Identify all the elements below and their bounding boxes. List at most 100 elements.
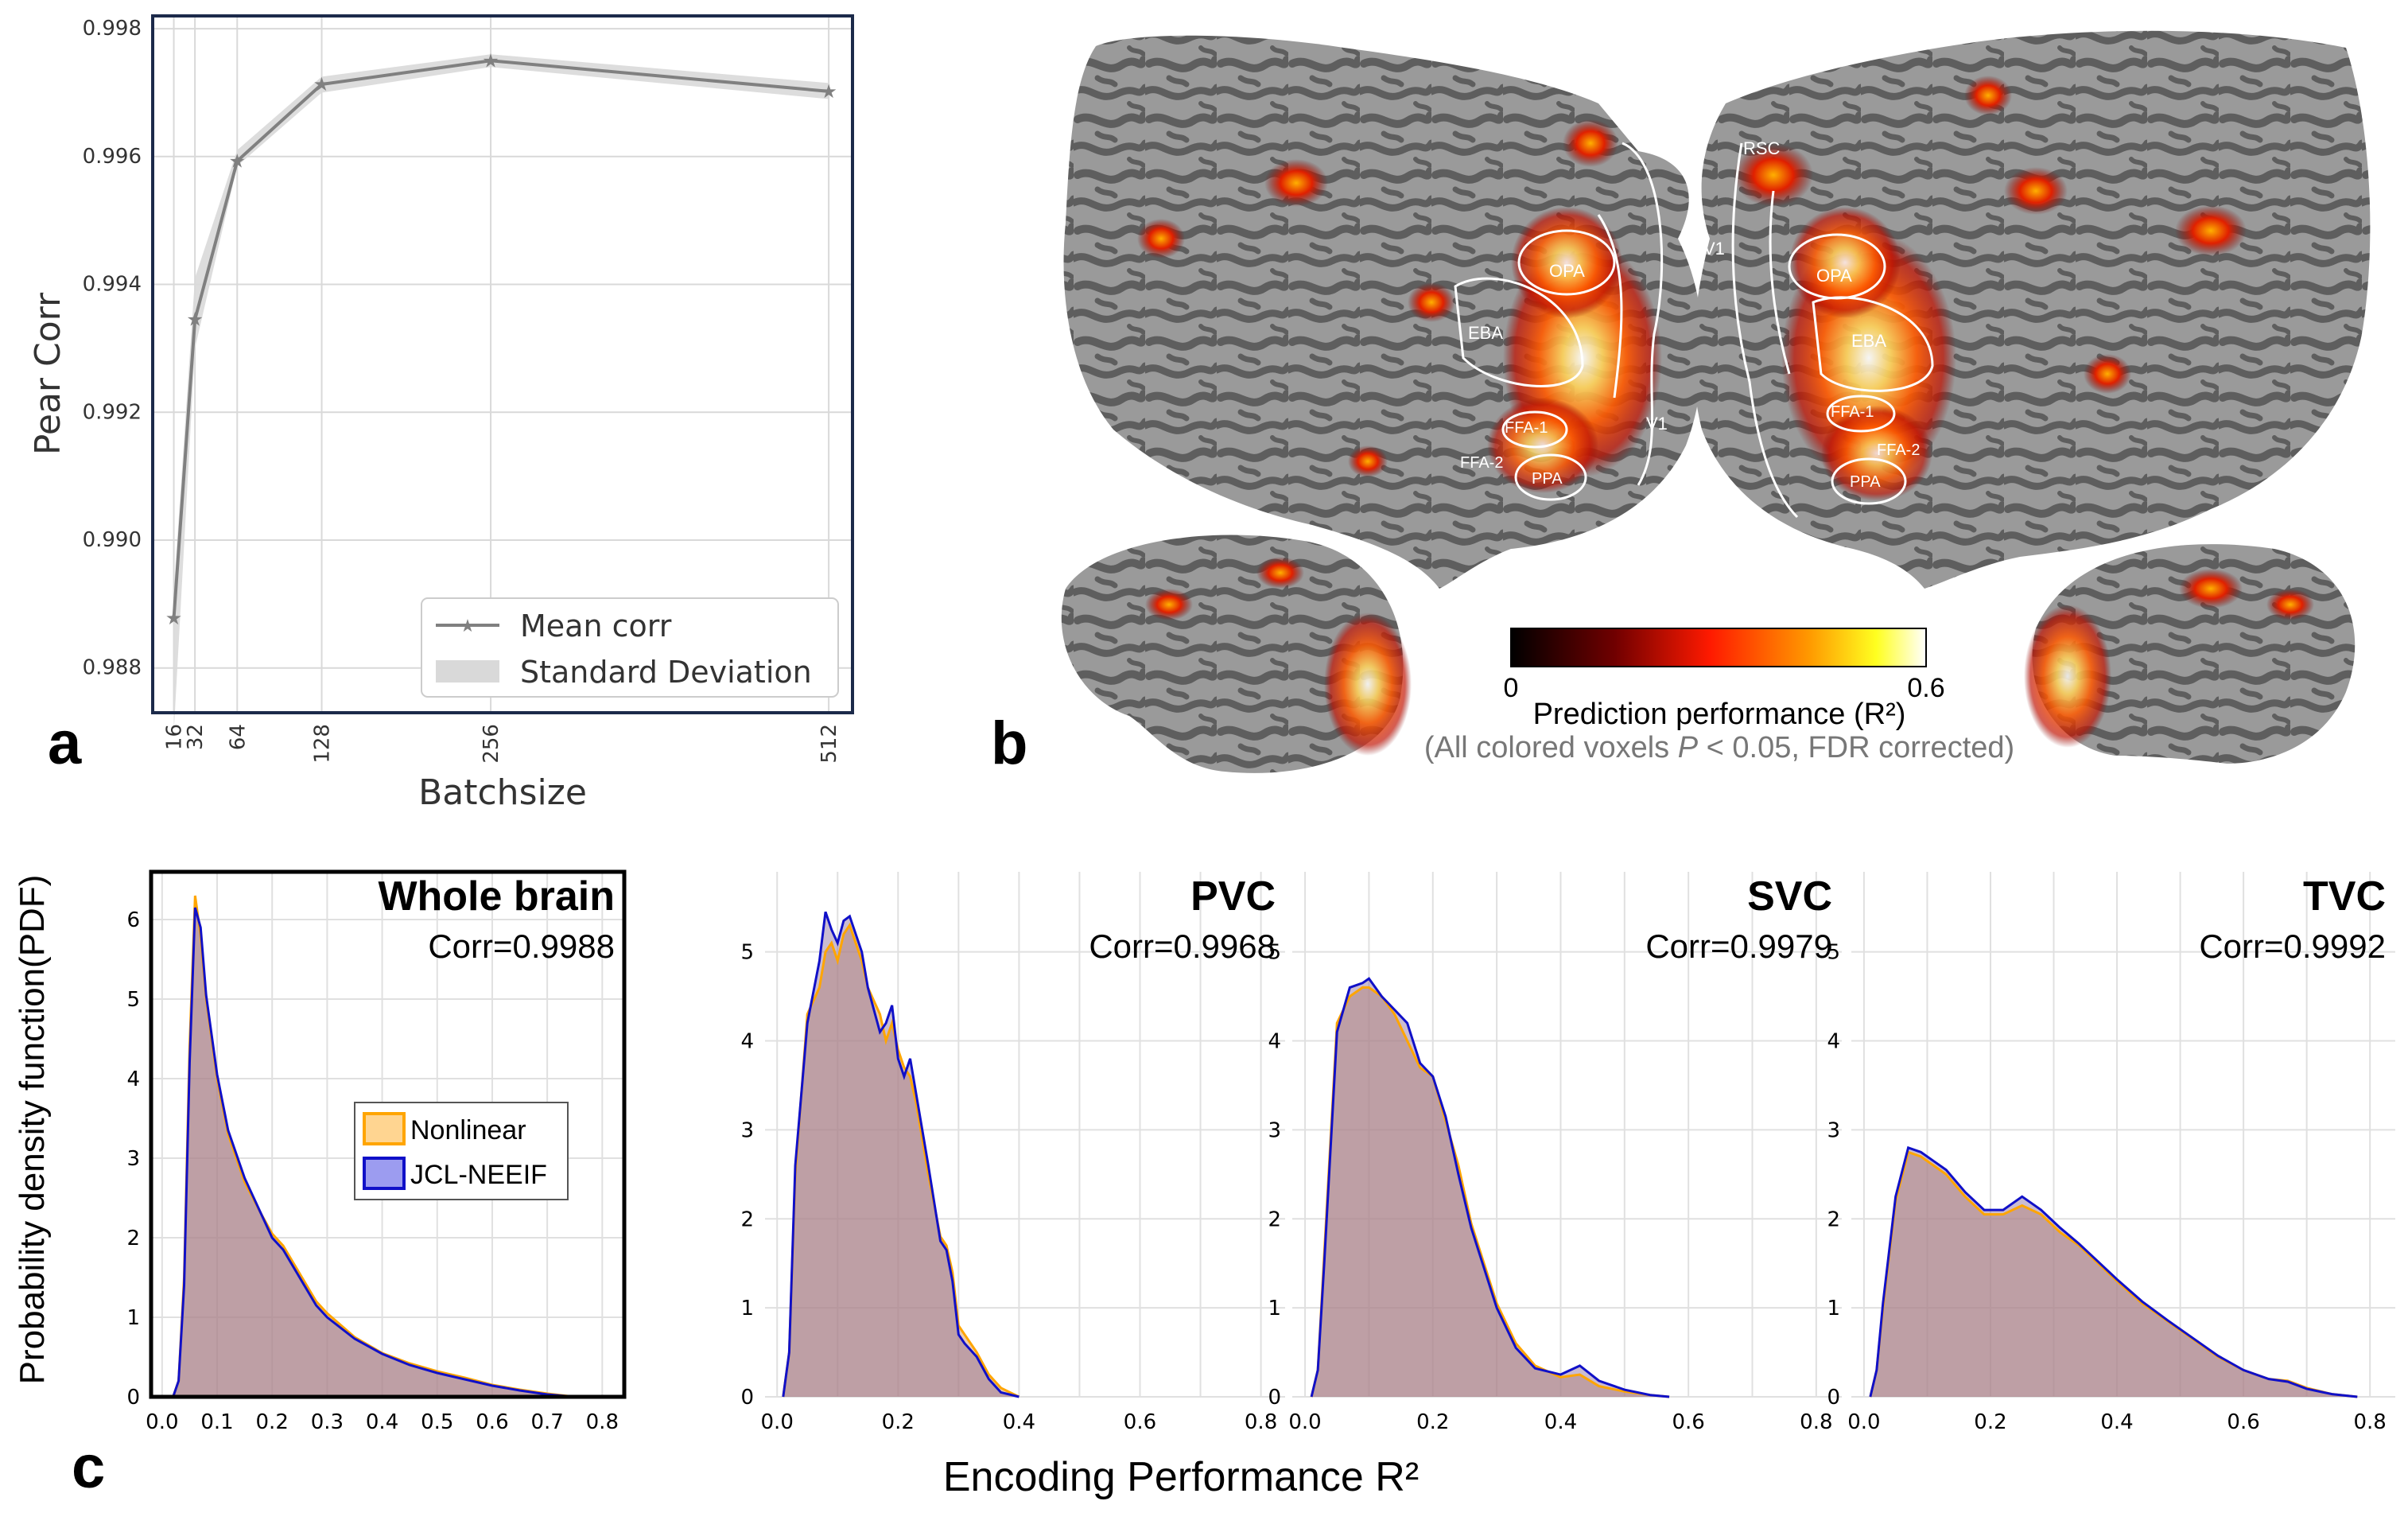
right-ppa-outline: [1831, 457, 1907, 505]
y-tick-label: 0.988: [83, 656, 142, 680]
x-tick-label: 256: [480, 724, 503, 764]
colorbar-min-label: 0: [1504, 673, 1519, 703]
y-tick-label: 2: [1268, 1208, 1281, 1231]
y-tick-label: 3: [1827, 1118, 1840, 1142]
y-tick-label: 0: [1827, 1386, 1840, 1410]
mean-corr-point: ★: [165, 608, 183, 629]
density-area-jcl-neeif: [173, 908, 575, 1397]
y-tick-label: 0: [1268, 1386, 1281, 1410]
y-tick-label: 4: [1268, 1030, 1281, 1054]
y-tick-label: 2: [740, 1208, 754, 1231]
corr-label: Corr=0.9988: [428, 928, 615, 965]
panel-title: Whole brain: [378, 873, 615, 920]
legend-jcl-neeif: JCL-NEEIF: [410, 1160, 547, 1190]
right-roi-opa: OPA: [1816, 266, 1852, 286]
corr-label: Corr=0.9979: [1645, 928, 1832, 965]
left-ppa-outline: [1514, 453, 1587, 501]
right-roi-eba: EBA: [1851, 331, 1886, 351]
x-tick-label: 128: [311, 724, 335, 764]
panel-a-frame: [151, 14, 854, 714]
left-lateral-activation: [1324, 612, 1412, 756]
x-tick-label: 0.6: [1124, 1410, 1156, 1434]
legend-nonlinear-swatch: [363, 1112, 406, 1145]
left-roi-v1: V1: [1646, 414, 1668, 434]
colorbar-max-label: 0.6: [1907, 673, 1944, 703]
density-line-jcl-neeif: [172, 907, 575, 1398]
density-line-nonlinear: [782, 922, 1020, 1398]
density-area-nonlinear: [1311, 987, 1670, 1397]
x-tick-label: 0.8: [1800, 1410, 1832, 1434]
x-tick-label: 0.0: [146, 1410, 178, 1434]
density-area-jcl-neeif: [1311, 978, 1670, 1397]
y-tick-label: 3: [1268, 1118, 1281, 1142]
x-tick-label: 0.2: [1416, 1410, 1449, 1434]
panel-a-grid: [153, 16, 853, 713]
x-tick-label: 0.3: [311, 1410, 344, 1434]
x-tick-label: 0.0: [761, 1410, 794, 1434]
right-roi-rsc: RSC: [1743, 138, 1781, 158]
panel-c-x-label: Encoding Performance R²: [943, 1454, 1419, 1500]
panel-title: PVC: [1190, 873, 1276, 920]
y-tick-label: 5: [1268, 941, 1281, 965]
y-tick-label: 2: [126, 1227, 140, 1250]
mean-corr-point: ★: [313, 74, 331, 95]
right-activation-spot: [2004, 167, 2068, 215]
legend-jcl-swatch: [363, 1157, 406, 1190]
x-tick-label: 0.6: [476, 1410, 508, 1434]
x-tick-label: 0.4: [1544, 1410, 1577, 1434]
right-activation-spot: [2084, 354, 2131, 394]
x-tick-label: 0.4: [2100, 1410, 2133, 1434]
right-roi-v1: V1: [1703, 239, 1725, 259]
y-tick-label: 0.994: [83, 273, 142, 297]
x-tick-label: 0.8: [1245, 1410, 1277, 1434]
y-tick-label: 4: [1827, 1030, 1840, 1054]
panel-title: TVC: [2303, 873, 2386, 920]
x-tick-label: 0.1: [200, 1410, 233, 1434]
y-tick-label: 5: [740, 941, 754, 965]
x-tick-label: 0.8: [586, 1410, 619, 1434]
y-tick-label: 1: [1268, 1297, 1281, 1320]
y-tick-label: 0.990: [83, 528, 142, 552]
left-roi-eba: EBA: [1468, 323, 1503, 343]
x-tick-label: 0.8: [2354, 1410, 2387, 1434]
density-line-jcl-neeif: [782, 911, 1020, 1398]
x-tick-label: 0.2: [1974, 1410, 2006, 1434]
x-tick-label: 0.4: [1003, 1410, 1035, 1434]
mean-corr-point: ★: [229, 150, 247, 172]
panel-b: RSC OPA EBA FFA-1 FFA-2 PPA V1 RSC: [991, 30, 2371, 777]
right-lateral-activation: [2024, 605, 2111, 748]
x-tick-label: 16: [163, 724, 187, 750]
mean-corr-point: ★: [482, 50, 499, 72]
y-tick-label: 1: [126, 1306, 140, 1330]
x-tick-label: 0.6: [2227, 1410, 2259, 1434]
y-tick-label: 3: [740, 1118, 754, 1142]
right-roi-ffa2: FFA-2: [1877, 441, 1920, 459]
y-tick-label: 0.992: [83, 400, 142, 424]
x-tick-label: 64: [226, 724, 250, 750]
y-tick-label: 0: [740, 1386, 754, 1410]
y-tick-label: 0: [126, 1386, 140, 1410]
y-tick-label: 4: [740, 1030, 754, 1054]
panel-title: SVC: [1747, 873, 1832, 920]
left-v2-boundary: [1597, 214, 1623, 399]
panel-c-legend: Nonlinear JCL-NEEIF: [354, 1102, 569, 1200]
left-lateral-spot: [1145, 589, 1193, 620]
right-lateral-spot: [2179, 569, 2243, 609]
right-lateral-spot: [2266, 589, 2314, 620]
legend-std-dev: Standard Deviation: [520, 655, 812, 690]
y-tick-label: 2: [1827, 1208, 1840, 1231]
left-activation-spot: [1563, 119, 1618, 167]
y-tick-label: 4: [126, 1068, 140, 1091]
y-tick-label: 0.998: [83, 17, 142, 41]
y-tick-label: 5: [1827, 941, 1840, 965]
right-flatmap: RSC OPA EBA FFA-1 FFA-2 PPA V1: [1693, 30, 2371, 589]
left-activation-spot: [1408, 282, 1455, 322]
left-lateral-spot: [1256, 557, 1304, 589]
colorbar-title: Prediction performance (R²): [1533, 698, 1906, 731]
legend-box: [421, 597, 839, 698]
right-v2-boundary: [1769, 190, 1791, 375]
